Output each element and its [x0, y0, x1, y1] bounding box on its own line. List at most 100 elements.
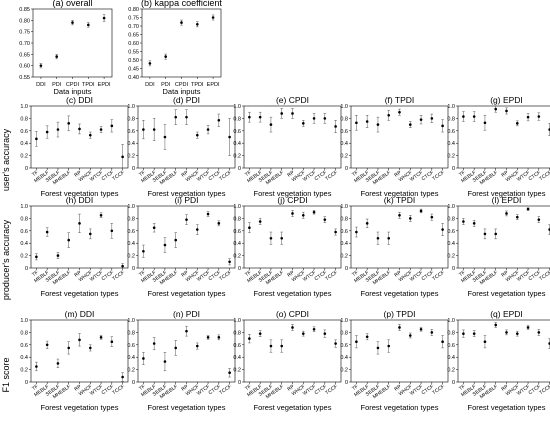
data-point: [376, 236, 380, 240]
x-tick-label: TCCF: [431, 270, 445, 283]
y-tick-label: 0.6: [20, 343, 28, 349]
data-point: [483, 340, 487, 344]
y-tick-label: 0.60: [19, 64, 30, 70]
data-point: [398, 110, 401, 114]
data-point: [87, 23, 90, 27]
data-point: [121, 264, 124, 268]
y-tick-label: 0.50: [128, 58, 139, 64]
data-point: [398, 326, 401, 329]
y-tick-label: 0.6: [340, 129, 348, 135]
x-axis-label: Forest vegetation types: [361, 189, 439, 198]
y-tick-label: 1.0: [20, 104, 28, 110]
chart-title: (o) CPDI: [276, 309, 309, 319]
data-point: [56, 128, 60, 131]
y-tick-label: 1.0: [340, 204, 348, 210]
y-tick-label: 1.0: [20, 318, 28, 324]
data-point: [206, 212, 210, 216]
chart-title: (k) TPDI: [384, 195, 415, 205]
x-axis-label: Forest vegetation types: [254, 289, 332, 298]
data-point: [441, 340, 444, 344]
data-point: [323, 332, 327, 335]
data-point: [515, 332, 519, 335]
y-tick-label: 0.6: [127, 343, 135, 349]
chart-e: (e) CPDI00.20.40.60.81.0TFMEBLFSEBLFMHEB…: [233, 95, 342, 198]
y-tick-label: 0.65: [19, 52, 30, 58]
x-tick-label: TPDI: [82, 82, 95, 88]
y-tick-label: 1.0: [447, 204, 455, 210]
data-point: [78, 127, 81, 131]
y-tick-label: 0.2: [127, 368, 135, 374]
data-point: [110, 229, 114, 233]
data-point: [88, 232, 92, 236]
data-point: [185, 218, 188, 221]
y-tick-label: 0.8: [233, 330, 241, 336]
x-tick-label: TCCF: [111, 270, 125, 283]
data-point: [387, 344, 391, 348]
y-tick-label: 0.75: [128, 16, 139, 22]
y-tick-label: 0: [452, 266, 455, 272]
x-tick-label: RP: [287, 269, 297, 278]
data-point: [163, 360, 167, 363]
data-point: [258, 115, 262, 119]
y-tick-label: 0.65: [128, 33, 139, 39]
data-point: [323, 218, 327, 221]
y-tick-label: 0: [452, 380, 455, 386]
data-point: [398, 214, 401, 217]
x-axis-label: Forest vegetation types: [468, 403, 546, 412]
y-tick-label: 0.2: [340, 368, 348, 374]
y-tick-label: 0.4: [447, 141, 455, 147]
x-tick-label: RP: [74, 269, 84, 278]
chart-title: (l) EPDI: [492, 195, 522, 205]
plot-frame: [457, 205, 550, 269]
data-point: [248, 115, 251, 119]
data-point: [301, 332, 305, 335]
data-point: [430, 215, 434, 219]
y-tick-label: 0.2: [447, 254, 455, 260]
row-label-f1-score: F1 score: [1, 357, 11, 392]
data-point: [537, 218, 541, 221]
chart-title: (m) DDI: [65, 309, 95, 319]
data-point: [472, 332, 476, 335]
y-tick-label: 0.8: [233, 216, 241, 222]
y-tick-label: 0: [25, 166, 28, 172]
y-tick-label: 0.4: [340, 355, 348, 361]
data-point: [152, 342, 156, 345]
data-point: [56, 254, 60, 257]
x-tick-label: TF: [244, 270, 252, 278]
x-axis-label: Forest vegetation types: [41, 189, 119, 198]
data-point: [419, 209, 423, 213]
y-tick-label: 0.40: [128, 75, 139, 81]
data-point: [334, 125, 337, 128]
data-point: [334, 230, 337, 234]
x-tick-label: TCCF: [324, 384, 338, 397]
y-tick-label: 0.8: [340, 330, 348, 336]
x-tick-label: TF: [31, 270, 39, 278]
plot-frame: [32, 8, 113, 78]
data-point: [280, 112, 284, 115]
y-tick-label: 0.4: [447, 355, 455, 361]
y-tick-label: 0.4: [20, 241, 28, 247]
y-tick-label: 0: [25, 380, 28, 386]
y-tick-label: 0.8: [447, 216, 455, 222]
y-tick-label: 0.55: [128, 50, 139, 56]
x-tick-label: EPDI: [207, 82, 220, 88]
data-point: [441, 124, 444, 128]
data-point: [228, 371, 231, 375]
data-point: [365, 120, 369, 123]
chart-l: (l) EPDI00.20.40.60.81.0TFMEBLFSEBLFMHEB…: [447, 195, 550, 298]
data-point: [312, 210, 316, 214]
y-tick-label: 0.4: [127, 141, 135, 147]
y-tick-label: 0.2: [447, 154, 455, 160]
y-tick-label: 0.8: [447, 330, 455, 336]
data-point: [35, 365, 38, 368]
x-tick-label: RP: [501, 169, 511, 178]
chart-j: (j) CPDI00.20.40.60.81.0TFMEBLFSEBLFMHEB…: [233, 195, 342, 298]
x-axis-label: Forest vegetation types: [254, 189, 332, 198]
data-point: [537, 331, 541, 334]
x-tick-label: TCCF: [324, 170, 338, 183]
y-tick-label: 0: [25, 266, 28, 272]
chart-p: (p) TPDI00.20.40.60.81.0TFMEBLFSEBLFMHEB…: [340, 309, 449, 412]
chart-i: (i) PDI00.20.40.60.81.0TFMEBLFSEBLFMHEBL…: [127, 195, 236, 298]
y-tick-label: 0: [132, 166, 135, 172]
y-tick-label: 0: [132, 380, 135, 386]
